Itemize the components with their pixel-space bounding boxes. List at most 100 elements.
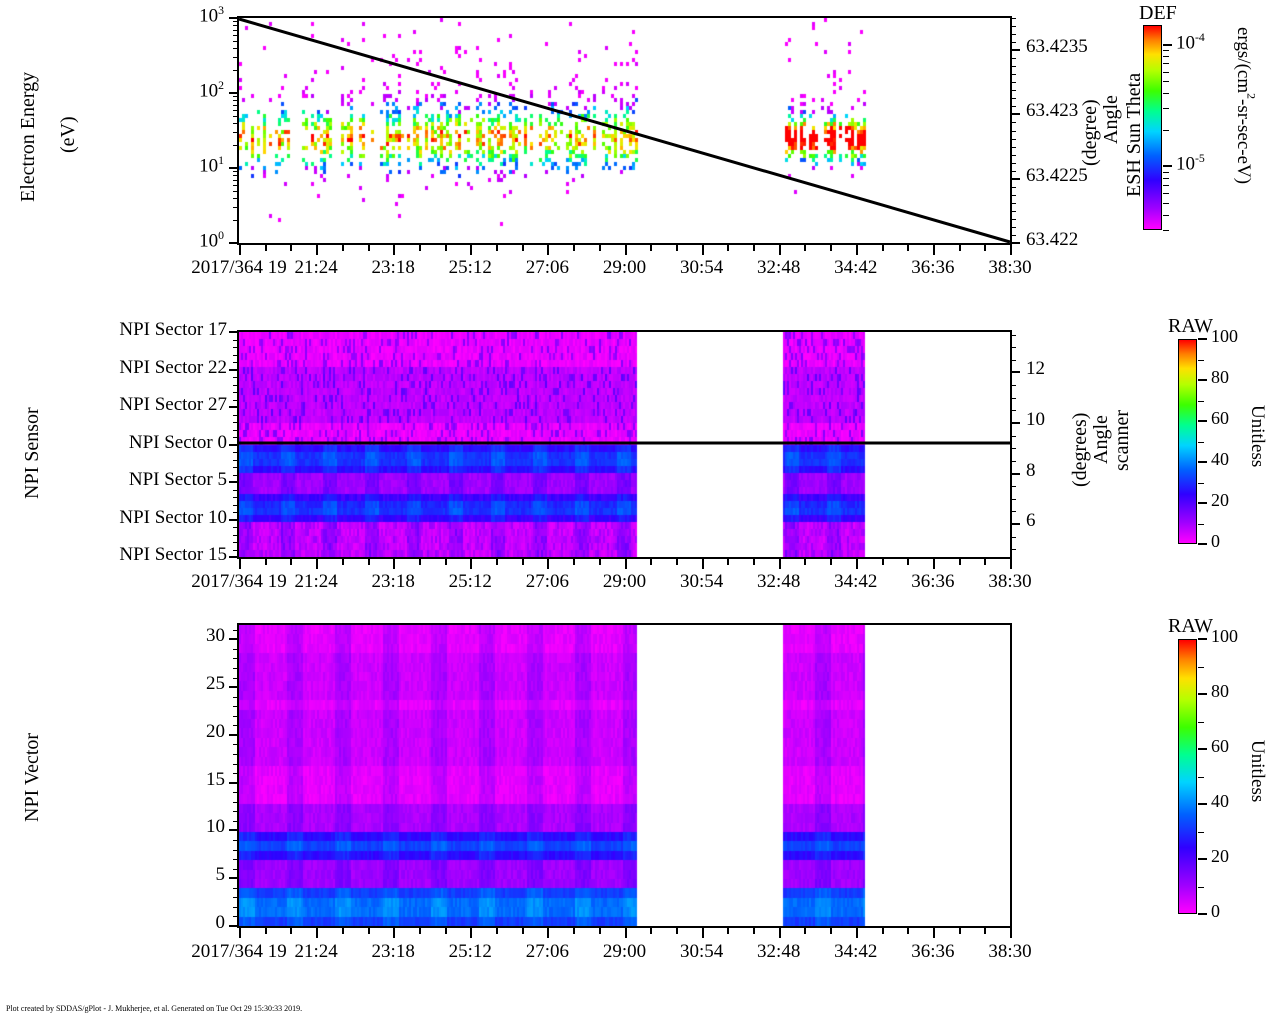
right-y-minor-tick <box>1010 360 1016 361</box>
y-minor-tick <box>233 490 239 491</box>
right-y-minor-tick <box>1010 98 1016 99</box>
y-minor-tick <box>233 377 239 378</box>
right-y-tick-label: 6 <box>1026 510 1036 532</box>
x-major-tick <box>470 928 472 938</box>
x-minor-tick <box>599 928 601 934</box>
x-minor-tick <box>753 559 755 565</box>
x-major-tick <box>239 559 241 569</box>
x-major-tick <box>779 559 781 569</box>
panel2-overlay-line <box>239 441 1010 445</box>
colorbar-minor-tick <box>1198 544 1204 545</box>
colorbar-minor-tick <box>1198 804 1204 805</box>
right-y-tick-label: 63.422 <box>1026 229 1079 250</box>
colorbar-minor-tick <box>1163 178 1169 179</box>
x-tick-label: 23:18 <box>371 941 415 962</box>
x-major-tick <box>316 928 318 938</box>
y-minor-tick <box>233 764 239 765</box>
right-y-tick-label: 63.4235 <box>1026 36 1088 58</box>
x-tick-label: 38:30 <box>988 571 1032 592</box>
x-major-tick <box>625 559 627 569</box>
colorbar-minor-tick <box>1163 72 1169 73</box>
y-minor-tick <box>233 542 239 543</box>
panel1-overlay-line <box>238 17 1011 244</box>
y-tick-label: 102 <box>199 79 224 102</box>
y-minor-tick <box>233 497 239 498</box>
y-major-tick <box>229 782 239 784</box>
x-minor-tick <box>522 928 524 934</box>
panel1-right-axis-title: ESH Sun Theta <box>1123 55 1145 215</box>
x-major-tick <box>470 559 472 569</box>
panel2-right-axis-subtitle: Angle <box>1090 405 1112 475</box>
x-tick-label: 38:30 <box>988 941 1032 962</box>
colorbar-minor-tick <box>1198 859 1204 860</box>
colorbar-tick-label: 60 <box>1211 408 1229 428</box>
y-major-tick <box>229 734 239 736</box>
x-major-tick <box>779 245 781 255</box>
y-major-tick <box>229 92 239 94</box>
y-minor-tick <box>233 869 239 870</box>
y-minor-tick <box>233 116 239 117</box>
panel3-left-axis-title-label: NPI Vector <box>21 732 43 822</box>
colorbar-minor-tick <box>1198 339 1204 340</box>
y-minor-tick <box>233 415 239 416</box>
y-major-tick <box>229 444 239 446</box>
panel3-colorbar-unit: Unitless <box>1247 740 1268 803</box>
x-minor-tick <box>265 559 267 565</box>
x-major-tick <box>625 245 627 255</box>
right-y-minor-tick <box>1010 436 1016 437</box>
y-major-tick <box>229 686 239 688</box>
y-minor-tick <box>233 452 239 453</box>
x-minor-tick <box>573 928 575 934</box>
x-tick-label: 34:42 <box>834 941 878 962</box>
x-minor-tick <box>265 245 267 251</box>
colorbar-minor-tick <box>1163 130 1169 131</box>
right-y-minor-tick <box>1010 114 1016 115</box>
right-y-minor-tick <box>1010 219 1016 220</box>
x-minor-tick <box>804 928 806 934</box>
panel3-colorbar <box>1178 639 1197 914</box>
colorbar-minor-tick <box>1198 462 1204 463</box>
x-minor-tick <box>830 928 832 934</box>
x-minor-tick <box>959 559 961 565</box>
right-y-minor-tick <box>1010 398 1016 399</box>
panel2-colorbar <box>1178 339 1197 544</box>
x-minor-tick <box>882 245 884 251</box>
x-minor-tick <box>753 928 755 934</box>
colorbar-tick-label: 80 <box>1211 681 1229 701</box>
right-y-minor-tick <box>1010 385 1016 386</box>
x-tick-label: 34:42 <box>834 571 878 592</box>
panel3-colorbar-unit-label: Unitless <box>1247 740 1268 803</box>
x-tick-label: 23:18 <box>371 571 415 592</box>
x-tick-label: 34:42 <box>834 257 878 278</box>
y-minor-tick <box>233 105 239 106</box>
right-y-minor-tick <box>1010 106 1016 107</box>
colorbar-minor-tick <box>1198 503 1204 504</box>
y-tick-label: 5 <box>215 864 226 886</box>
panel3-colorbar-title: RAW <box>1168 615 1214 637</box>
y-minor-tick <box>233 802 239 803</box>
right-y-minor-tick <box>1010 524 1016 525</box>
footer-credit: Plot created by SDDAS/gPlot - J. Mukherj… <box>6 1004 303 1013</box>
y-minor-tick <box>233 355 239 356</box>
right-y-minor-tick <box>1010 347 1016 348</box>
panel1-colorbar-unit: ergs/(cm2-sr-sec-eV) <box>1233 27 1257 184</box>
right-y-tick-label: 8 <box>1026 459 1036 481</box>
x-tick-label: 21:24 <box>294 571 338 592</box>
y-minor-tick <box>233 430 239 431</box>
panel2-right-axis-title: scanner <box>1111 390 1133 490</box>
x-tick-label: 29:00 <box>602 257 647 278</box>
x-minor-tick <box>445 245 447 251</box>
y-minor-tick <box>233 100 239 101</box>
y-minor-tick <box>233 706 239 707</box>
x-minor-tick <box>959 245 961 251</box>
colorbar-tick-label: 40 <box>1211 791 1229 811</box>
x-tick-label: 29:00 <box>602 941 647 962</box>
x-minor-tick <box>290 928 292 934</box>
x-minor-tick <box>419 559 421 565</box>
x-minor-tick <box>496 559 498 565</box>
y-minor-tick <box>233 191 239 192</box>
x-minor-tick <box>496 245 498 251</box>
x-minor-tick <box>804 559 806 565</box>
y-tick-label: NPI Sector 17 <box>119 319 227 340</box>
x-minor-tick <box>368 928 370 934</box>
